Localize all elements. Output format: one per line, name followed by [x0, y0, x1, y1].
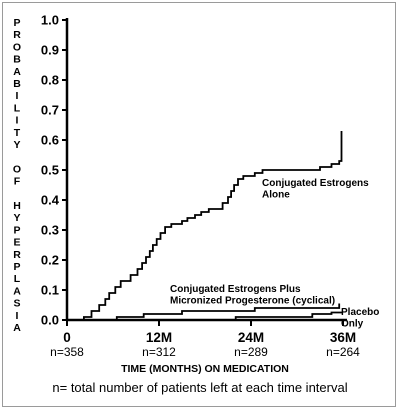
y-axis-title-letter: B — [13, 78, 21, 90]
y-axis-title-letter: L — [14, 273, 21, 285]
label-estrogens-plus-line1: Conjugated Estrogens Plus — [170, 284, 301, 295]
y-axis-title-letter: R — [13, 249, 21, 261]
label-estrogens-alone-line2: Alone — [262, 190, 290, 201]
label-placebo-line1: Placebo — [341, 307, 379, 318]
y-axis-title-letter: F — [14, 176, 21, 188]
y-tick-label: 0.9 — [41, 43, 59, 58]
y-axis-title-letter: A — [13, 66, 21, 78]
y-axis-title-letter: P — [13, 17, 20, 29]
y-tick-label: 0.3 — [41, 223, 59, 238]
y-axis-title-letter: O — [13, 41, 21, 53]
label-placebo-line2: Only — [341, 319, 364, 330]
y-axis-title-letter: A — [13, 285, 21, 297]
x-tick-n-count: n=358 — [50, 345, 84, 359]
y-axis-title-letter: P — [13, 261, 20, 273]
x-tick-n-count: n=289 — [234, 345, 268, 359]
y-axis-title-letter: A — [13, 322, 21, 334]
y-tick-label: 1.0 — [41, 13, 59, 28]
series-line-placebo — [67, 311, 343, 321]
y-axis-title-letter: B — [13, 54, 21, 66]
y-tick-label: 0.4 — [41, 193, 60, 208]
y-axis-title-letter: S — [13, 298, 20, 310]
y-axis-title-letter: O — [13, 163, 21, 175]
y-tick-label: 0.2 — [41, 253, 59, 268]
y-tick-label: 0.6 — [41, 133, 59, 148]
x-tick-label: 36M — [330, 330, 356, 345]
y-axis-title-letter: I — [16, 310, 19, 322]
footnote: n= total number of patients left at each… — [52, 380, 347, 395]
x-tick-label: 24M — [238, 330, 264, 345]
label-estrogens-plus-line2: Micronized Progesterone (cyclical) — [170, 296, 335, 307]
y-axis-title-letter: I — [16, 90, 19, 102]
y-tick-label: 0.7 — [41, 103, 59, 118]
y-axis-title-letter: I — [16, 115, 19, 127]
y-axis-title-letter: E — [13, 237, 20, 249]
y-axis-title-letter: H — [13, 200, 21, 212]
series-line-estrogens-alone — [67, 131, 343, 321]
x-tick-label: 12M — [146, 330, 172, 345]
y-axis-title-letter: P — [13, 224, 20, 236]
y-tick-label: 0.0 — [41, 313, 59, 328]
x-tick-n-count: n=312 — [142, 345, 176, 359]
y-axis-title-letter: Y — [13, 139, 20, 151]
y-axis-title-letter: T — [14, 127, 21, 139]
y-tick-label: 0.5 — [41, 163, 59, 178]
y-axis-title-letter: R — [13, 29, 21, 41]
x-tick-n-count: n=264 — [326, 345, 360, 359]
series-line-estrogens-plus-progesterone — [67, 303, 341, 321]
y-tick-label: 0.8 — [41, 73, 59, 88]
label-estrogens-alone-line1: Conjugated Estrogens — [262, 178, 369, 189]
x-tick-label: 0 — [63, 330, 71, 345]
y-axis-title-letter: L — [14, 102, 21, 114]
y-tick-label: 0.1 — [41, 283, 59, 298]
x-axis-title: TIME (MONTHS) ON MEDICATION — [121, 363, 289, 375]
y-axis-title-letter: Y — [13, 212, 20, 224]
